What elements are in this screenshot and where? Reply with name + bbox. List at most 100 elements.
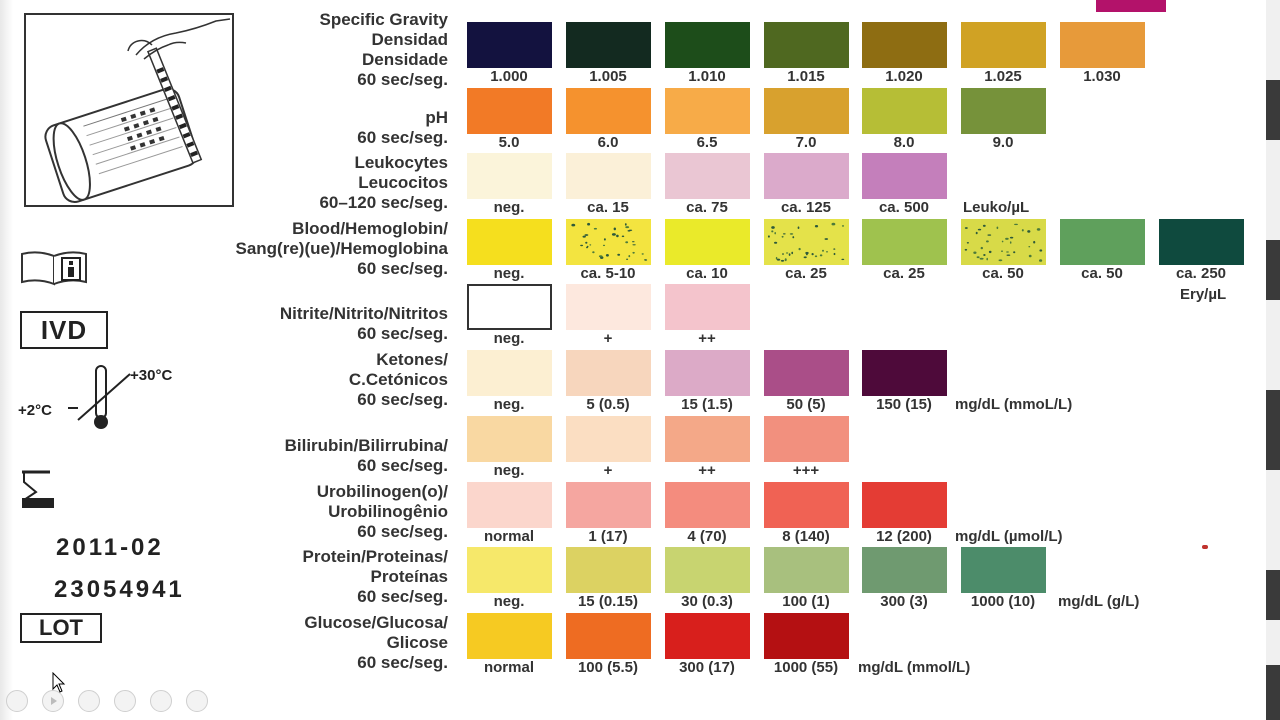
- row-label-line: Urobilinogen(o)/: [316, 482, 448, 501]
- speckle-pattern: [964, 223, 1043, 262]
- color-pad-bld: [566, 219, 651, 265]
- color-pad-leu: [862, 153, 947, 199]
- pad-caption-glu: 1000 (55): [773, 659, 839, 676]
- row-label-uro: Urobilinogen(o)/Urobilinogênio 60 sec/seg…: [317, 482, 448, 542]
- mouse-cursor-icon: [52, 671, 66, 694]
- pad-caption-sg: 1.025: [984, 68, 1022, 85]
- color-pad-ph: [566, 88, 651, 134]
- row-label-line: 60 sec/seg.: [357, 70, 448, 89]
- unit-label-leu: Leuko/µL: [963, 199, 1030, 216]
- pad-caption-sg: 1.000: [490, 68, 528, 85]
- color-pad-sg: [566, 22, 651, 68]
- unit-label-bld: Ery/µL: [1180, 286, 1227, 303]
- previous-slide-icon[interactable]: [6, 690, 28, 712]
- color-pad-ket: [764, 350, 849, 396]
- color-pad-ket: [862, 350, 947, 396]
- color-pad-sg: [764, 22, 849, 68]
- row-label-line: Leukocytes: [354, 153, 448, 172]
- color-pad-ph: [961, 88, 1046, 134]
- color-pad-bld: [961, 219, 1046, 265]
- lot-badge: LOT: [20, 613, 102, 643]
- play-icon[interactable]: [42, 690, 64, 712]
- pad-caption-leu: ca. 500: [878, 199, 930, 216]
- pad-caption-pro: 30 (0.3): [681, 593, 733, 610]
- pad-caption-bil: neg.: [493, 462, 525, 479]
- row-label-line: 60 sec/seg.: [357, 456, 448, 475]
- pad-caption-ket: 150 (15): [876, 396, 932, 413]
- row-label-line: 60–120 sec/seg.: [319, 193, 448, 212]
- pad-caption-sg: 1.030: [1083, 68, 1121, 85]
- color-pad-sg: [1060, 22, 1145, 68]
- color-pad-nit: [566, 284, 651, 330]
- row-label-line: Densidad: [371, 30, 448, 49]
- color-pad-glu: [764, 613, 849, 659]
- pad-caption-bil: +++: [792, 462, 820, 479]
- pad-caption-bld: ca. 50: [982, 265, 1024, 282]
- storage-temp-min: +2°C: [18, 402, 52, 419]
- scrollbar-light-segment: [1266, 620, 1280, 665]
- color-pad-glu: [665, 613, 750, 659]
- row-label-line: pH: [425, 108, 448, 127]
- scrollbar-light-segment: [1266, 0, 1280, 80]
- pad-caption-glu: 100 (5.5): [577, 659, 639, 676]
- pad-caption-uro: 12 (200): [876, 528, 932, 545]
- color-pad-bld: [1060, 219, 1145, 265]
- row-label-line: Protein/Proteinas/: [302, 547, 448, 566]
- pen-icon[interactable]: [78, 690, 100, 712]
- pad-caption-bil: +: [603, 462, 613, 479]
- color-pad-pro: [467, 547, 552, 593]
- scrollbar-light-segment: [1266, 470, 1280, 570]
- color-pad-nit: [467, 284, 552, 330]
- scrollbar-light-segment: [1266, 140, 1280, 240]
- color-pad-uro: [467, 482, 552, 528]
- pad-caption-sg: 1.020: [885, 68, 923, 85]
- unit-label-glu: mg/dL (mmol/L): [858, 659, 971, 676]
- color-pad-ph: [764, 88, 849, 134]
- unit-label-pro: mg/dL (g/L): [1058, 593, 1140, 610]
- top-accent-tab: [1096, 0, 1166, 12]
- pad-caption-glu: normal: [483, 659, 534, 676]
- pad-caption-bld: ca. 50: [1081, 265, 1123, 282]
- row-label-line: Blood/Hemoglobin/: [292, 219, 448, 238]
- pad-caption-pro: 300 (3): [880, 593, 928, 610]
- pad-caption-ket: 15 (1.5): [681, 396, 733, 413]
- hourglass-icon: [20, 470, 56, 510]
- row-label-ph: pH 60 sec/seg.: [357, 108, 448, 148]
- pad-caption-bld: neg.: [493, 265, 525, 282]
- pad-caption-ph: 7.0: [795, 134, 817, 151]
- pad-caption-bld: ca. 25: [785, 265, 827, 282]
- more-options-icon[interactable]: [186, 690, 208, 712]
- row-label-line: Bilirubin/Bilirrubina/: [284, 436, 448, 455]
- right-scrollbar[interactable]: [1266, 0, 1280, 720]
- pad-caption-pro: neg.: [493, 593, 525, 610]
- row-label-line: Densidade: [362, 50, 448, 69]
- pad-caption-ph: 6.5: [696, 134, 718, 151]
- left-edge-shadow: [0, 0, 13, 720]
- pad-caption-sg: 1.010: [688, 68, 726, 85]
- unit-label-ket: mg/dL (mmoL/L): [955, 396, 1073, 413]
- slides-icon[interactable]: [114, 690, 136, 712]
- row-label-leu: Leukocytes Leucocitos 60–120 sec/seg.: [319, 153, 448, 213]
- color-pad-bld: [764, 219, 849, 265]
- pad-caption-nit: neg.: [493, 330, 525, 347]
- pad-caption-ph: 8.0: [893, 134, 915, 151]
- pad-caption-sg: 1.015: [787, 68, 825, 85]
- color-pad-uro: [665, 482, 750, 528]
- color-pad-leu: [665, 153, 750, 199]
- row-label-pro: Protein/Proteinas/Proteínas 60 sec/seg.: [303, 547, 448, 607]
- color-pad-glu: [566, 613, 651, 659]
- color-pad-nit: [665, 284, 750, 330]
- row-label-line: 60 sec/seg.: [357, 653, 448, 672]
- row-label-line: 60 sec/seg.: [357, 128, 448, 147]
- zoom-icon[interactable]: [150, 690, 172, 712]
- pad-caption-leu: neg.: [493, 199, 525, 216]
- speckle-pattern: [571, 222, 648, 261]
- color-pad-sg: [961, 22, 1046, 68]
- pad-caption-pro: 15 (0.15): [577, 593, 639, 610]
- color-pad-bil: [665, 416, 750, 462]
- row-label-line: Leucocitos: [358, 173, 448, 192]
- slideshow-toolbar: [0, 684, 220, 720]
- pad-caption-bld: ca. 5-10: [580, 265, 636, 282]
- pad-caption-pro: 100 (1): [782, 593, 830, 610]
- color-pad-leu: [764, 153, 849, 199]
